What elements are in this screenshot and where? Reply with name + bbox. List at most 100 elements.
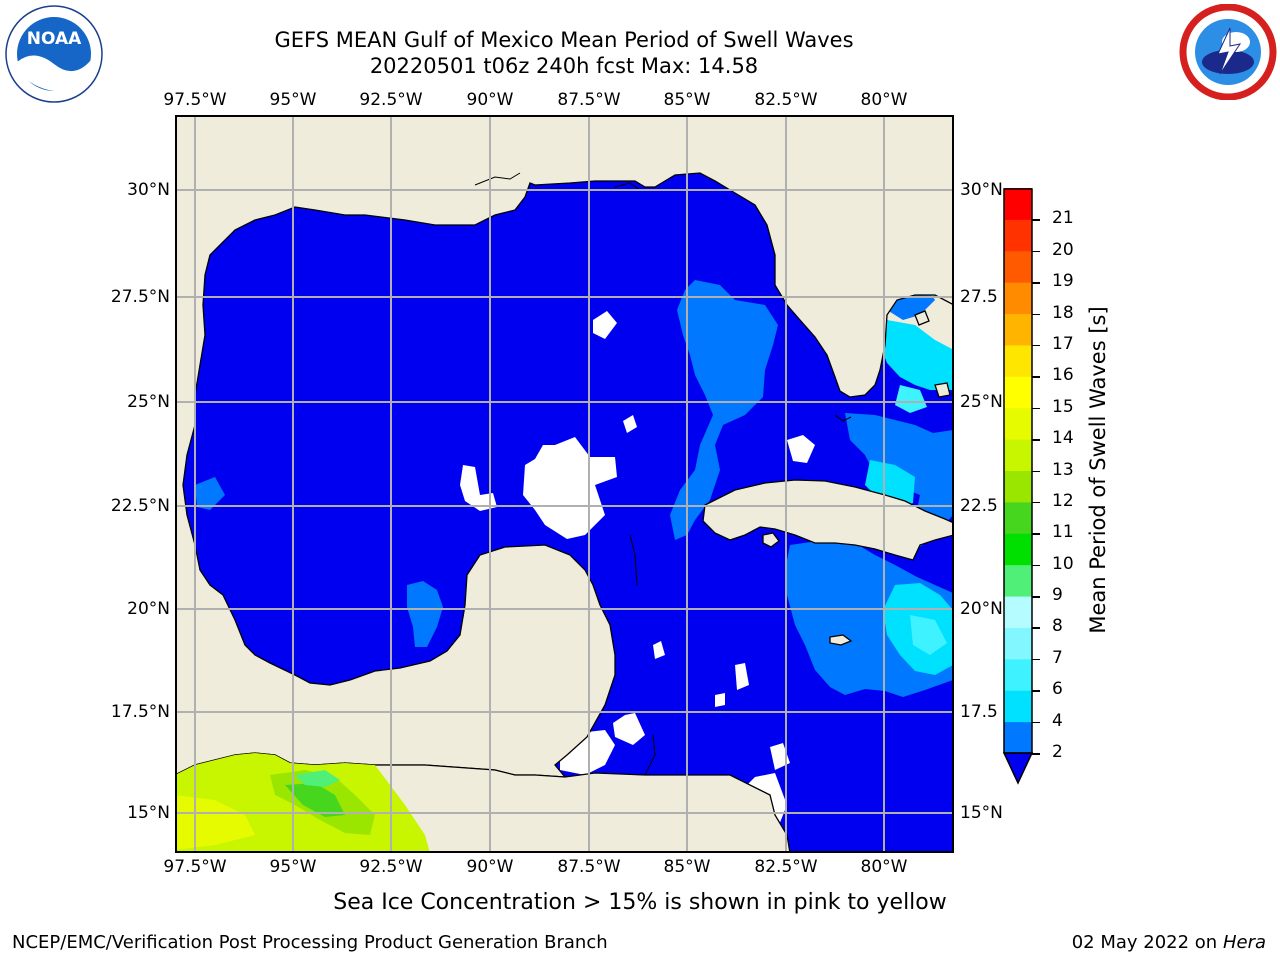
colorbar-box bbox=[1004, 470, 1032, 503]
bahamas-land bbox=[934, 382, 951, 398]
colorbar-tick-label: 18 bbox=[1052, 302, 1074, 323]
colorbar-tick-label: 4 bbox=[1052, 710, 1063, 731]
lat-label-left: 30°N bbox=[127, 180, 170, 200]
colorbar-box bbox=[1004, 596, 1032, 628]
colorbar-box bbox=[1004, 250, 1032, 283]
colorbar-box bbox=[1004, 627, 1032, 660]
colorbar-tick-mark bbox=[1032, 596, 1040, 598]
lat-label-left: 22.5°N bbox=[110, 496, 170, 516]
colorbar-tick-label: 6 bbox=[1052, 679, 1063, 700]
sea-ice-note: Sea Ice Concentration > 15% is shown in … bbox=[333, 890, 947, 915]
colorbar-tick-label: 2 bbox=[1052, 742, 1063, 762]
colorbar-box bbox=[1004, 564, 1032, 597]
colorbar-box bbox=[1004, 313, 1032, 346]
colorbar-tick-mark bbox=[1032, 439, 1040, 441]
lon-label-bottom: 95°W bbox=[269, 857, 317, 877]
colorbar-tick-label: 9 bbox=[1052, 585, 1063, 606]
colorbar-tick-label: 12 bbox=[1052, 490, 1074, 511]
isla-juventud-land bbox=[762, 532, 780, 548]
colorbar-tick-mark bbox=[1032, 470, 1040, 472]
colorbar-box bbox=[1004, 188, 1032, 220]
colorbar bbox=[1002, 188, 1038, 788]
colorbar-tick-label: 16 bbox=[1052, 365, 1074, 386]
colorbar-box bbox=[1004, 501, 1032, 534]
coastline-details bbox=[474, 172, 852, 776]
colorbar-tick-mark bbox=[1032, 282, 1040, 284]
colorbar-box bbox=[1004, 219, 1032, 252]
colorbar-tick-label: 10 bbox=[1052, 553, 1074, 574]
colorbar-box bbox=[1004, 533, 1032, 566]
colorbar-tick-mark bbox=[1032, 376, 1040, 378]
colorbar-tick-label: 19 bbox=[1052, 271, 1074, 292]
graticule bbox=[175, 115, 954, 853]
colorbar-box bbox=[1004, 344, 1032, 377]
lon-label-bottom: 87.5°W bbox=[557, 857, 621, 877]
lat-label-left: 27.5°N bbox=[110, 287, 170, 307]
colorbar-tick-label: 14 bbox=[1052, 428, 1074, 449]
colorbar-box bbox=[1004, 721, 1032, 754]
noaa-logo: NOAA bbox=[4, 4, 104, 104]
lat-label-right: 17.5 bbox=[960, 702, 998, 722]
colorbar-tick-label: 13 bbox=[1052, 459, 1074, 480]
lon-label-bottom: 82.5°W bbox=[754, 857, 818, 877]
lon-label-bottom: 80°W bbox=[860, 857, 908, 877]
footer-host: Hera bbox=[1222, 932, 1266, 953]
lat-label-right: 15°N bbox=[960, 803, 1003, 823]
map-panel[interactable] bbox=[175, 115, 954, 853]
lon-label-bottom: 85°W bbox=[663, 857, 711, 877]
map-title: GEFS MEAN Gulf of Mexico Mean Period of … bbox=[274, 28, 854, 52]
colorbar-tick-mark bbox=[1032, 690, 1040, 692]
colorbar-box bbox=[1004, 282, 1032, 315]
colorbar-box bbox=[1004, 376, 1032, 409]
colorbar-tick-mark bbox=[1032, 753, 1040, 755]
colorbar-tick-mark bbox=[1032, 501, 1040, 504]
colorbar-box bbox=[1004, 439, 1032, 471]
lon-label-top: 85°W bbox=[663, 90, 711, 110]
colorbar-tick-mark bbox=[1032, 658, 1040, 661]
map-subtitle: 20220501 t06z 240h fcst Max: 14.58 bbox=[369, 54, 759, 78]
footer-right: 02 May 2022 on Hera bbox=[1072, 932, 1266, 953]
lon-label-top: 82.5°W bbox=[754, 90, 818, 110]
lon-label-top: 95°W bbox=[269, 90, 317, 110]
colorbar-tick-label: 20 bbox=[1052, 239, 1074, 260]
colorbar-tick-label: 7 bbox=[1052, 647, 1063, 668]
colorbar-under-triangle bbox=[1002, 752, 1034, 785]
colorbar-tick-mark bbox=[1032, 721, 1040, 724]
colorbar-tick-label: 8 bbox=[1052, 616, 1063, 637]
lat-label-left: 17.5°N bbox=[110, 702, 170, 722]
colorbar-box bbox=[1004, 407, 1032, 440]
cuba-land bbox=[702, 479, 954, 561]
footer-left: NCEP/EMC/Verification Post Processing Pr… bbox=[12, 932, 608, 953]
lon-label-top: 80°W bbox=[860, 90, 908, 110]
colorbar-tick-mark bbox=[1032, 407, 1040, 410]
lat-label-right: 22.5 bbox=[960, 496, 998, 516]
colorbar-tick-label: 11 bbox=[1052, 522, 1074, 543]
footer-date: 02 May 2022 on bbox=[1071, 932, 1218, 953]
lon-label-top: 87.5°W bbox=[557, 90, 621, 110]
colorbar-tick-mark bbox=[1032, 533, 1040, 535]
colorbar-tick-mark bbox=[1032, 564, 1040, 567]
colorbar-label: Mean Period of Swell Waves [s] bbox=[1086, 306, 1110, 634]
colorbar-tick-mark bbox=[1032, 219, 1040, 221]
colorbar-tick-mark bbox=[1032, 250, 1040, 253]
colorbar-tick-mark bbox=[1032, 344, 1040, 347]
nws-logo bbox=[1178, 3, 1278, 101]
colorbar-tick-mark bbox=[1032, 313, 1040, 316]
colorbar-box bbox=[1004, 690, 1032, 723]
lon-label-top: 90°W bbox=[466, 90, 514, 110]
bahamas-land bbox=[914, 310, 930, 326]
colorbar-tick-mark bbox=[1032, 627, 1040, 629]
colorbar-tick-label: 17 bbox=[1052, 333, 1074, 354]
colorbar-box bbox=[1004, 658, 1032, 691]
lat-label-right: 20°N bbox=[960, 599, 1003, 619]
lat-label-right: 27.5 bbox=[960, 287, 998, 307]
colorbar-tick-label: 15 bbox=[1052, 396, 1074, 417]
lat-label-left: 15°N bbox=[127, 803, 170, 823]
jamaica-land bbox=[829, 634, 853, 646]
lon-label-bottom: 92.5°W bbox=[359, 857, 423, 877]
lon-label-bottom: 97.5°W bbox=[163, 857, 227, 877]
lat-label-right: 25°N bbox=[960, 392, 1003, 412]
lat-label-right: 30°N bbox=[960, 180, 1003, 200]
lon-label-top: 92.5°W bbox=[359, 90, 423, 110]
colorbar-tick-label: 21 bbox=[1052, 208, 1074, 229]
